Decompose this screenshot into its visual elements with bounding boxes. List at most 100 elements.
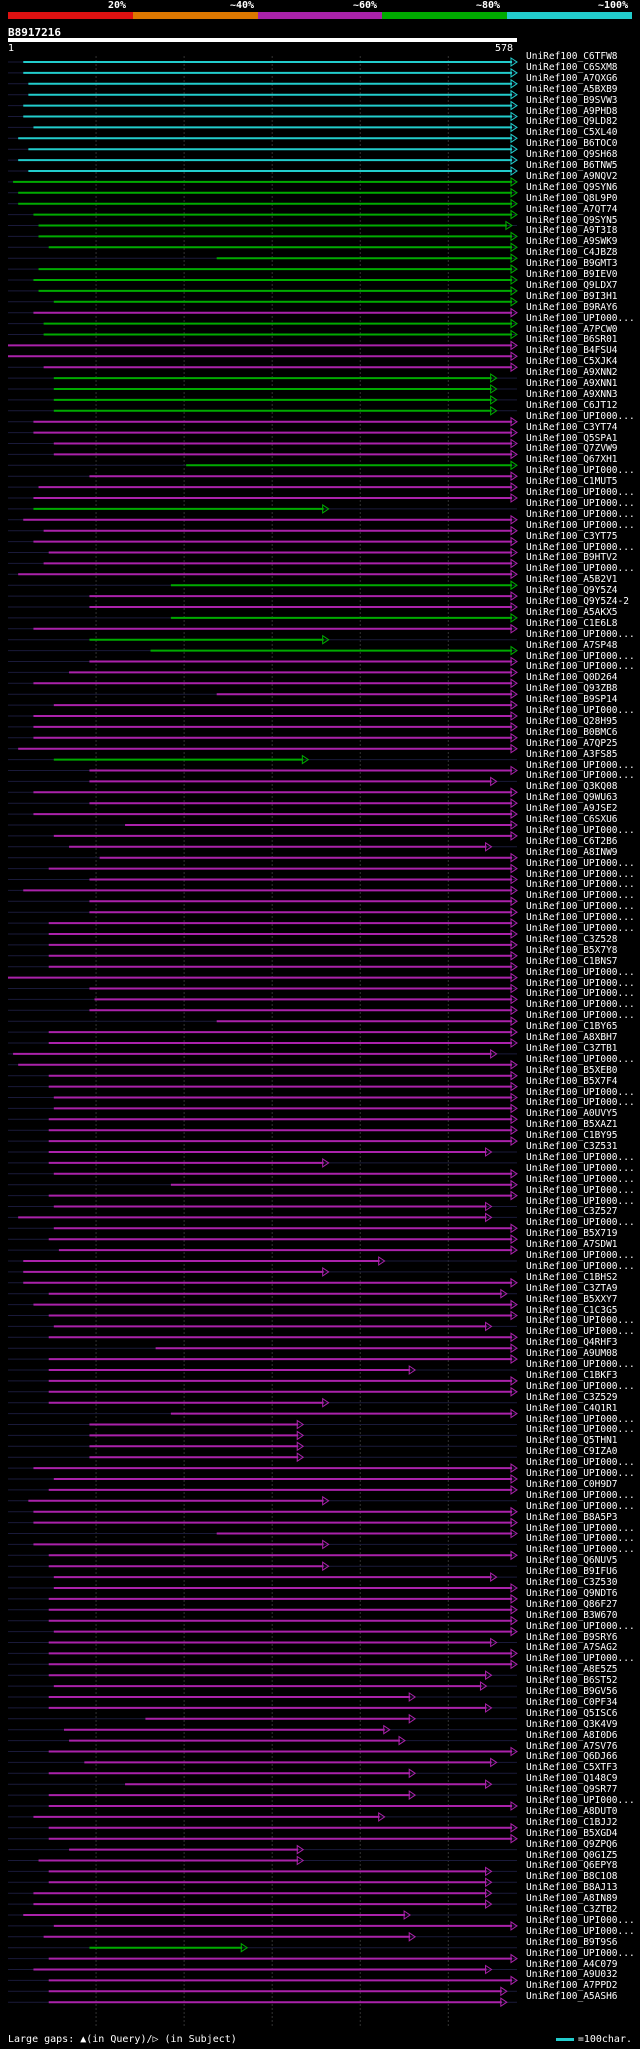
hit-label[interactable]: UniRef100_UPI000... — [526, 1173, 635, 1185]
hit-label[interactable]: UniRef100_Q0G1Z5 — [526, 1849, 618, 1861]
hit-label[interactable]: UniRef100_A8DUT0 — [526, 1805, 618, 1817]
hit-label[interactable]: UniRef100_B8A5P3 — [526, 1511, 618, 1523]
hit-label[interactable]: UniRef100_A7SDW1 — [526, 1239, 618, 1251]
hit-label[interactable]: UniRef100_A7SV76 — [526, 1740, 618, 1752]
hit-label[interactable]: UniRef100_UPI000... — [526, 487, 635, 498]
hit-label[interactable]: UniRef100_UPI000... — [526, 1489, 635, 1501]
hit-label[interactable]: UniRef100_C1BY65 — [526, 1021, 618, 1033]
hit-label[interactable]: UniRef100_A3FS85 — [526, 748, 618, 760]
hit-label[interactable]: UniRef100_UPI000... — [526, 1086, 635, 1098]
hit-label[interactable]: UniRef100_A7PCW0 — [526, 323, 618, 335]
hit-label[interactable]: UniRef100_B6TOC0 — [526, 138, 618, 150]
hit-label[interactable]: UniRef100_A8I0D6 — [526, 1729, 618, 1741]
hit-label[interactable]: UniRef100_C1BJJ2 — [526, 1816, 618, 1828]
hit-label[interactable]: UniRef100_B9SP14 — [526, 694, 618, 706]
hit-label[interactable]: UniRef100_A5AKX5 — [526, 606, 618, 618]
hit-label[interactable]: UniRef100_C6T2B6 — [526, 835, 618, 847]
hit-label[interactable]: UniRef100_UPI000... — [526, 879, 635, 891]
hit-label[interactable]: UniRef100_C1BHS2 — [526, 1271, 618, 1283]
hit-label[interactable]: UniRef100_UPI000... — [526, 1217, 635, 1229]
hit-label[interactable]: UniRef100_C4Q1R1 — [526, 1402, 618, 1414]
hit-label[interactable]: UniRef100_C3ZTA9 — [526, 1282, 618, 1294]
hit-label[interactable]: UniRef100_UPI000... — [526, 628, 635, 640]
hit-label[interactable]: UniRef100_UPI000... — [526, 1162, 635, 1174]
hit-label[interactable]: UniRef100_C0PF34 — [526, 1696, 618, 1708]
hit-label[interactable]: UniRef100_Q148C9 — [526, 1773, 618, 1785]
hit-label[interactable]: UniRef100_A9XNN3 — [526, 388, 618, 400]
hit-label[interactable]: UniRef100_A0UVY5 — [526, 1108, 618, 1120]
hit-label[interactable]: UniRef100_C3Z530 — [526, 1577, 618, 1588]
hit-label[interactable]: UniRef100_UPI000... — [526, 977, 635, 989]
hit-label[interactable]: UniRef100_A7SAG2 — [526, 1642, 618, 1654]
hit-label[interactable]: UniRef100_Q9Y5Z4 — [526, 585, 618, 597]
hit-label[interactable]: UniRef100_C6SXM8 — [526, 61, 618, 73]
hit-label[interactable]: UniRef100_A9XNN2 — [526, 367, 618, 379]
hit-label[interactable]: UniRef100_UPI000... — [526, 541, 635, 553]
hit-label[interactable]: UniRef100_UPI000... — [526, 1184, 635, 1196]
hit-label[interactable]: UniRef100_A5ASH6 — [526, 1991, 618, 2003]
hit-label[interactable]: UniRef100_A8IN89 — [526, 1893, 618, 1905]
hit-label[interactable]: UniRef100_A9U032 — [526, 1969, 618, 1981]
hit-label[interactable]: UniRef100_Q6DJ66 — [526, 1751, 618, 1763]
hit-label[interactable]: UniRef100_UPI000... — [526, 1359, 635, 1370]
hit-label[interactable]: UniRef100_A9JSE2 — [526, 803, 618, 815]
hit-label[interactable]: UniRef100_A8INW9 — [526, 846, 618, 858]
hit-label[interactable]: UniRef100_UPI000... — [526, 1413, 635, 1425]
hit-label[interactable]: UniRef100_UPI000... — [526, 1260, 635, 1272]
hit-label[interactable]: UniRef100_UPI000... — [526, 1315, 635, 1327]
hit-label[interactable]: UniRef100_A7QT74 — [526, 203, 618, 215]
hit-label[interactable]: UniRef100_B9GV56 — [526, 1686, 618, 1697]
hit-label[interactable]: UniRef100_UPI000... — [526, 966, 635, 978]
hit-label[interactable]: UniRef100_B6ST52 — [526, 1675, 618, 1687]
hit-label[interactable]: UniRef100_A9T3I8 — [526, 225, 618, 237]
hit-label[interactable]: UniRef100_C3Z528 — [526, 933, 618, 945]
hit-label[interactable]: UniRef100_C5XJK4 — [526, 356, 618, 368]
hit-label[interactable]: UniRef100_Q8L9P0 — [526, 192, 618, 204]
hit-label[interactable]: UniRef100_A9PHD8 — [526, 105, 618, 117]
hit-label[interactable]: UniRef100_C0H9D7 — [526, 1478, 618, 1490]
hit-label[interactable]: UniRef100_B6SR01 — [526, 334, 618, 346]
hit-label[interactable]: UniRef100_A7QXG6 — [526, 72, 618, 84]
hit-label[interactable]: UniRef100_UPI000... — [526, 661, 635, 673]
hit-label[interactable]: UniRef100_B5XXY7 — [526, 1293, 618, 1305]
hit-label[interactable]: UniRef100_Q67XH1 — [526, 454, 618, 466]
hit-label[interactable]: UniRef100_Q7ZVW9 — [526, 443, 618, 455]
hit-label[interactable]: UniRef100_B6TNW5 — [526, 160, 618, 171]
hit-label[interactable]: UniRef100_Q0D264 — [526, 672, 618, 684]
hit-label[interactable]: UniRef100_Q9SYN6 — [526, 181, 618, 193]
hit-label[interactable]: UniRef100_UPI000... — [526, 868, 635, 880]
hit-label[interactable]: UniRef100_C1BY95 — [526, 1130, 618, 1142]
hit-label[interactable]: UniRef100_A8XBH7 — [526, 1032, 618, 1043]
hit-label[interactable]: UniRef100_UPI000... — [526, 1250, 635, 1261]
hit-label[interactable]: UniRef100_C3ZTB1 — [526, 1042, 618, 1054]
hit-label[interactable]: UniRef100_A7SP48 — [526, 639, 618, 651]
hit-label[interactable]: UniRef100_C6JT12 — [526, 399, 618, 411]
hit-label[interactable]: UniRef100_Q4RHF3 — [526, 1337, 618, 1349]
hit-label[interactable]: UniRef100_B9GMT3 — [526, 258, 618, 270]
hit-label[interactable]: UniRef100_UPI000... — [526, 824, 635, 836]
hit-label[interactable]: UniRef100_UPI000... — [526, 999, 635, 1011]
hit-label[interactable]: UniRef100_UPI000... — [526, 1010, 635, 1022]
hit-label[interactable]: UniRef100_Q5THN1 — [526, 1435, 618, 1447]
hit-label[interactable]: UniRef100_C3Z529 — [526, 1391, 618, 1403]
hit-label[interactable]: UniRef100_B5XAZ1 — [526, 1119, 618, 1131]
hit-label[interactable]: UniRef100_UPI000... — [526, 1195, 635, 1207]
hit-label[interactable]: UniRef100_UPI000... — [526, 857, 635, 869]
hit-label[interactable]: UniRef100_B4FSU4 — [526, 345, 618, 357]
hit-label[interactable]: UniRef100_UPI000... — [526, 1533, 635, 1545]
hit-label[interactable]: UniRef100_UPI000... — [526, 1522, 635, 1534]
hit-label[interactable]: UniRef100_B9T9S6 — [526, 1936, 618, 1948]
hit-label[interactable]: UniRef100_C6SXU6 — [526, 814, 618, 825]
hit-label[interactable]: UniRef100_Q9Y5Z4-2 — [526, 596, 629, 607]
hit-label[interactable]: UniRef100_UPI000... — [526, 1500, 635, 1512]
hit-label[interactable]: UniRef100_B5XGD4 — [526, 1827, 618, 1839]
hit-label[interactable]: UniRef100_B9RAY6 — [526, 301, 618, 313]
hit-label[interactable]: UniRef100_C1BNS7 — [526, 955, 618, 967]
hit-label[interactable]: UniRef100_Q9SH68 — [526, 149, 618, 161]
hit-label[interactable]: UniRef100_UPI000... — [526, 563, 635, 575]
hit-label[interactable]: UniRef100_Q6EPY8 — [526, 1860, 618, 1872]
hit-label[interactable]: UniRef100_B9SVW3 — [526, 94, 618, 106]
hit-label[interactable]: UniRef100_UPI000... — [526, 410, 635, 422]
hit-label[interactable]: UniRef100_B5XEB0 — [526, 1064, 618, 1076]
hit-label[interactable]: UniRef100_UPI000... — [526, 1653, 635, 1665]
